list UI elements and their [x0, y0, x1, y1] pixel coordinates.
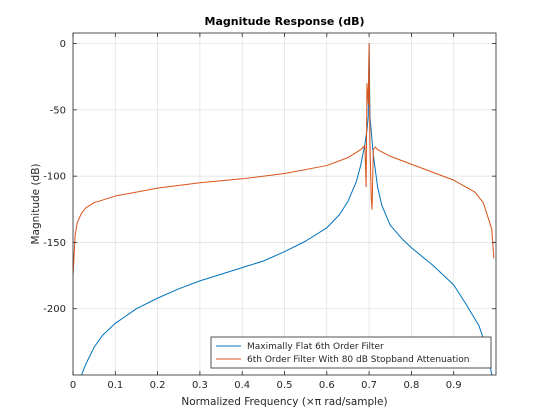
- series-line-2: [73, 43, 495, 276]
- x-tick-label: 0.5: [277, 380, 293, 391]
- x-tick-label: 0.3: [192, 380, 208, 391]
- x-tick-label: 0.2: [150, 380, 166, 391]
- x-tick-label: 0.7: [361, 380, 377, 391]
- y-tick-label: -100: [43, 172, 66, 183]
- x-tick-label: 0.4: [234, 380, 250, 391]
- legend-box: [210, 336, 492, 369]
- y-tick-label: -200: [43, 304, 66, 315]
- chart-title: Magnitude Response (dB): [205, 15, 365, 28]
- x-tick-label: 0.1: [107, 380, 123, 391]
- x-tick-label: 0.9: [446, 380, 462, 391]
- x-axis-label: Normalized Frequency (×π rad/sample): [181, 396, 387, 408]
- y-tick-label: -150: [43, 238, 66, 249]
- ticks: 0 0.1 0.2 0.3 0.4 0.5 0.6 0.7 0.8 0.9 0 -50 -100 -150…: [43, 33, 496, 391]
- x-tick-label: 0.8: [403, 380, 419, 391]
- x-tick-label: 0: [70, 380, 76, 391]
- legend-label-1: Maximally Flat 6th Order Filter: [247, 342, 384, 352]
- legend[interactable]: Maximally Flat 6th Order Filter 6th Order…: [210, 336, 492, 369]
- y-tick-label: -50: [50, 105, 66, 116]
- y-axis-label: Magnitude (dB): [30, 163, 42, 244]
- x-tick-label: 0.6: [319, 380, 335, 391]
- series-group: [73, 43, 495, 375]
- series-line-1: [80, 43, 493, 375]
- legend-label-2: 6th Order Filter With 80 dB Stopband Att…: [247, 355, 470, 365]
- y-tick-label: 0: [60, 39, 66, 50]
